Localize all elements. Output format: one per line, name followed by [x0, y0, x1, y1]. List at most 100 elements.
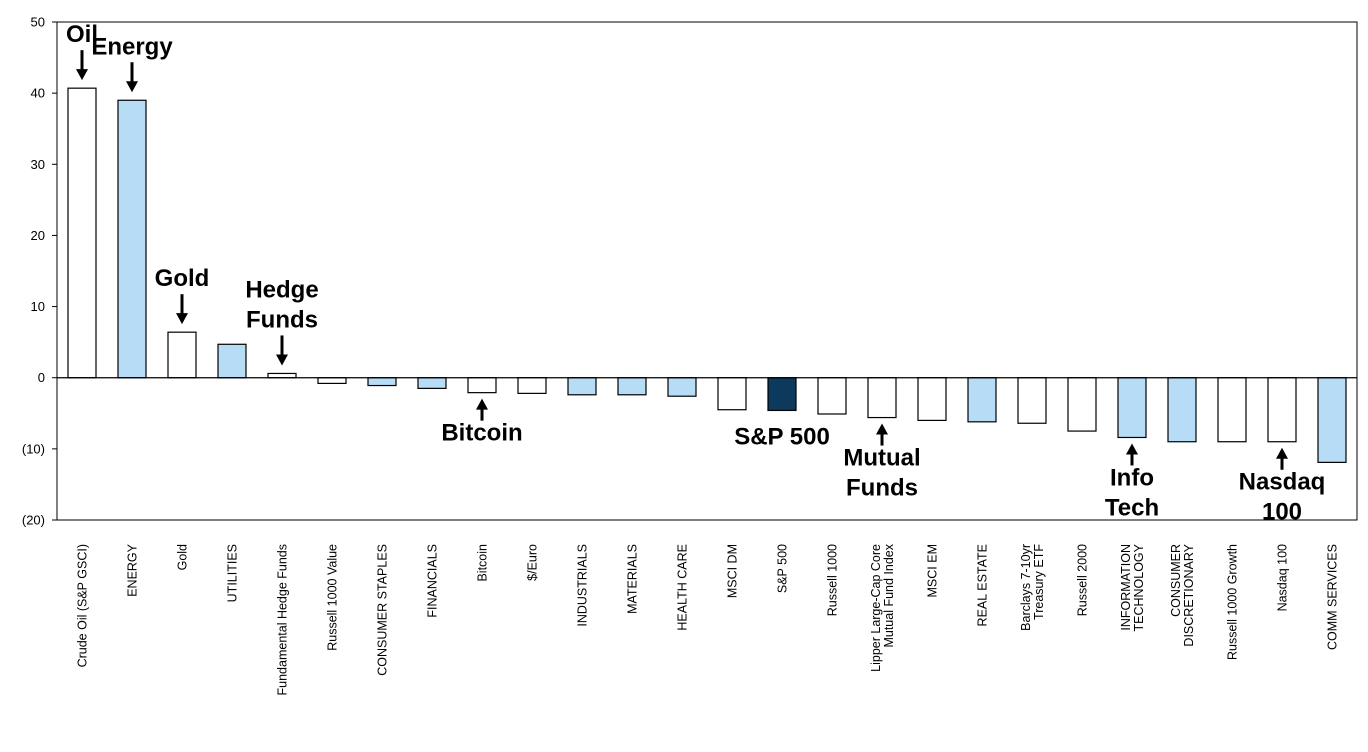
x-tick-label-line: UTILITIES	[226, 544, 240, 602]
x-tick-label: CONSUMER DISCRETIONARY	[1169, 543, 1196, 646]
x-tick-label-line: FINANCIALS	[426, 544, 440, 618]
x-tick-label: INDUSTRIALS	[576, 544, 590, 627]
x-tick-label-line: INFORMATION	[1119, 544, 1133, 631]
x-tick-label-line: Fundamental Hedge Funds	[276, 544, 290, 695]
bar	[767, 377, 797, 412]
x-tick-label: Barclays 7-10yr Treasury ETF	[1019, 544, 1046, 631]
annotation-label: Tech	[1105, 494, 1159, 521]
x-tick-label: Russell 2000	[1076, 544, 1090, 616]
y-tick-label: 40	[31, 86, 45, 101]
bar	[417, 377, 447, 389]
annotation-arrow-head	[276, 354, 288, 366]
x-tick-label: Bitcoin	[476, 544, 490, 582]
bar	[167, 331, 197, 379]
y-tick-label: 20	[31, 228, 45, 243]
x-tick-label: Crude Oil (S&P GSCI)	[76, 544, 90, 667]
y-tick-label: 0	[38, 370, 45, 385]
x-tick-label-line: Bitcoin	[476, 544, 490, 582]
x-tick-label: Russell 1000 Growth	[1226, 544, 1240, 660]
annotation-arrow-head	[476, 398, 488, 410]
x-tick-label-line: INDUSTRIALS	[576, 544, 590, 627]
bar	[117, 99, 147, 379]
x-tick-label-line: Lipper Large-Cap Core	[869, 544, 883, 672]
x-tick-label-line: REAL ESTATE	[976, 544, 990, 626]
bar	[1117, 377, 1147, 439]
x-tick-label: UTILITIES	[226, 544, 240, 602]
y-tick-label: (20)	[22, 513, 45, 528]
x-tick-label-line: Treasury ETF	[1032, 544, 1046, 620]
y-tick-label: 30	[31, 157, 45, 172]
x-tick-label-line: Mutual Fund Index	[882, 543, 896, 647]
x-tick-label-line: ENERGY	[126, 543, 140, 596]
x-tick-label: MATERIALS	[626, 544, 640, 614]
x-tick-label: FINANCIALS	[426, 544, 440, 618]
annotation-arrow-head	[176, 313, 188, 325]
annotation-label: Funds	[846, 475, 918, 502]
annotation-arrow-head	[876, 423, 888, 435]
x-tick-label-line: Crude Oil (S&P GSCI)	[76, 544, 90, 667]
x-tick-label: Russell 1000	[826, 544, 840, 616]
x-tick-label-line: DISCRETIONARY	[1182, 543, 1196, 646]
x-tick-label-line: COMM SERVICES	[1326, 544, 1340, 650]
bar	[1167, 377, 1197, 443]
annotation-label: Info	[1110, 464, 1154, 491]
x-tick-label-line: TECHNOLOGY	[1132, 543, 1146, 631]
annotation-label: Funds	[246, 306, 318, 333]
bar	[1017, 377, 1047, 424]
bar	[1217, 377, 1247, 443]
bar	[1317, 377, 1347, 463]
x-tick-label-line: Barclays 7-10yr	[1019, 544, 1033, 631]
y-tick-label: (10)	[22, 441, 45, 456]
annotation-label: S&P 500	[734, 423, 830, 450]
annotation-label: Nasdaq	[1239, 469, 1326, 496]
x-tick-label: S&P 500	[776, 544, 790, 593]
bar	[467, 377, 497, 394]
x-tick-label-line: MSCI EM	[926, 544, 940, 597]
annotation-label: Bitcoin	[441, 420, 522, 447]
bar	[567, 377, 597, 396]
annotation-label: Oil	[66, 21, 98, 48]
bar	[667, 377, 697, 397]
x-tick-label-line: S&P 500	[776, 544, 790, 593]
x-tick-label: Gold	[176, 544, 190, 570]
x-tick-label: Nasdaq 100	[1276, 544, 1290, 611]
x-tick-label-line: Russell 1000	[826, 544, 840, 616]
annotation-label: Gold	[155, 265, 210, 292]
annotation-arrow-head	[1126, 443, 1138, 455]
bar	[967, 377, 997, 423]
x-tick-label-line: Russell 1000 Value	[326, 544, 340, 651]
x-tick-label-line: Nasdaq 100	[1276, 544, 1290, 611]
x-tick-label-line: Gold	[176, 544, 190, 570]
bar	[317, 377, 347, 385]
bar	[917, 377, 947, 422]
bar	[817, 377, 847, 415]
bar	[517, 377, 547, 394]
bar	[867, 377, 897, 419]
annotation-label: Mutual	[843, 445, 920, 472]
x-tick-label: MSCI EM	[926, 544, 940, 597]
bar	[67, 87, 97, 379]
x-tick-label: Lipper Large-Cap Core Mutual Fund Index	[869, 543, 896, 672]
y-axis: 50 40 30 20 10 0 (10) (20)	[22, 15, 57, 528]
plot-area	[56, 21, 1358, 521]
x-tick-label-line: HEALTH CARE	[676, 544, 690, 631]
annotation-arrow-head	[126, 81, 138, 93]
bar	[217, 343, 247, 379]
bar	[367, 377, 397, 387]
y-tick-label: 50	[31, 15, 45, 30]
annotation-arrow-head	[1276, 447, 1288, 459]
x-tick-label-line: $/Euro	[526, 544, 540, 581]
bars	[67, 87, 1347, 463]
bar	[1067, 377, 1097, 432]
x-tick-label: MSCI DM	[726, 544, 740, 598]
bar	[267, 372, 297, 379]
y-tick-label: 10	[31, 299, 45, 314]
x-tick-label-line: Russell 2000	[1076, 544, 1090, 616]
bar	[717, 377, 747, 411]
x-tick-label: $/Euro	[526, 544, 540, 581]
annotation-arrow-head	[76, 69, 88, 81]
x-tick-label-line: Russell 1000 Growth	[1226, 544, 1240, 660]
x-tick-label-line: MSCI DM	[726, 544, 740, 598]
